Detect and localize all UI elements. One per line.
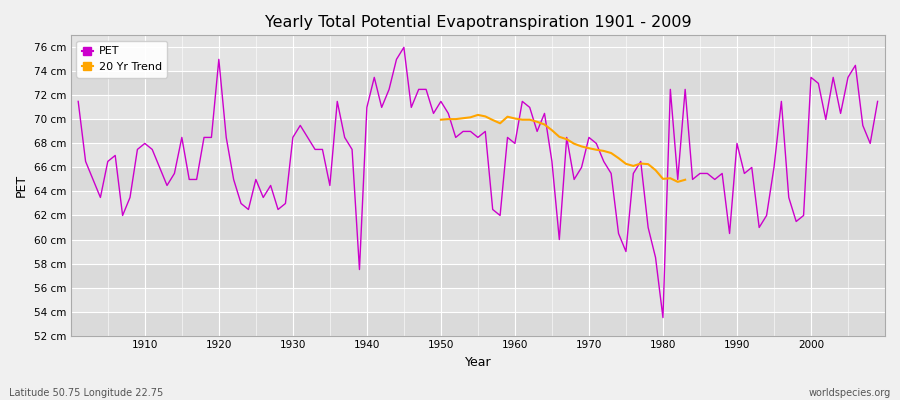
Y-axis label: PET: PET <box>15 174 28 197</box>
Title: Yearly Total Potential Evapotranspiration 1901 - 2009: Yearly Total Potential Evapotranspiratio… <box>265 15 691 30</box>
X-axis label: Year: Year <box>464 356 491 369</box>
Bar <box>71 216 885 240</box>
Bar <box>71 120 885 144</box>
Bar <box>71 168 885 192</box>
Text: worldspecies.org: worldspecies.org <box>809 388 891 398</box>
Bar <box>71 264 885 288</box>
Bar <box>71 71 885 95</box>
Bar <box>71 312 885 336</box>
Text: Latitude 50.75 Longitude 22.75: Latitude 50.75 Longitude 22.75 <box>9 388 163 398</box>
Legend: PET, 20 Yr Trend: PET, 20 Yr Trend <box>76 41 167 78</box>
